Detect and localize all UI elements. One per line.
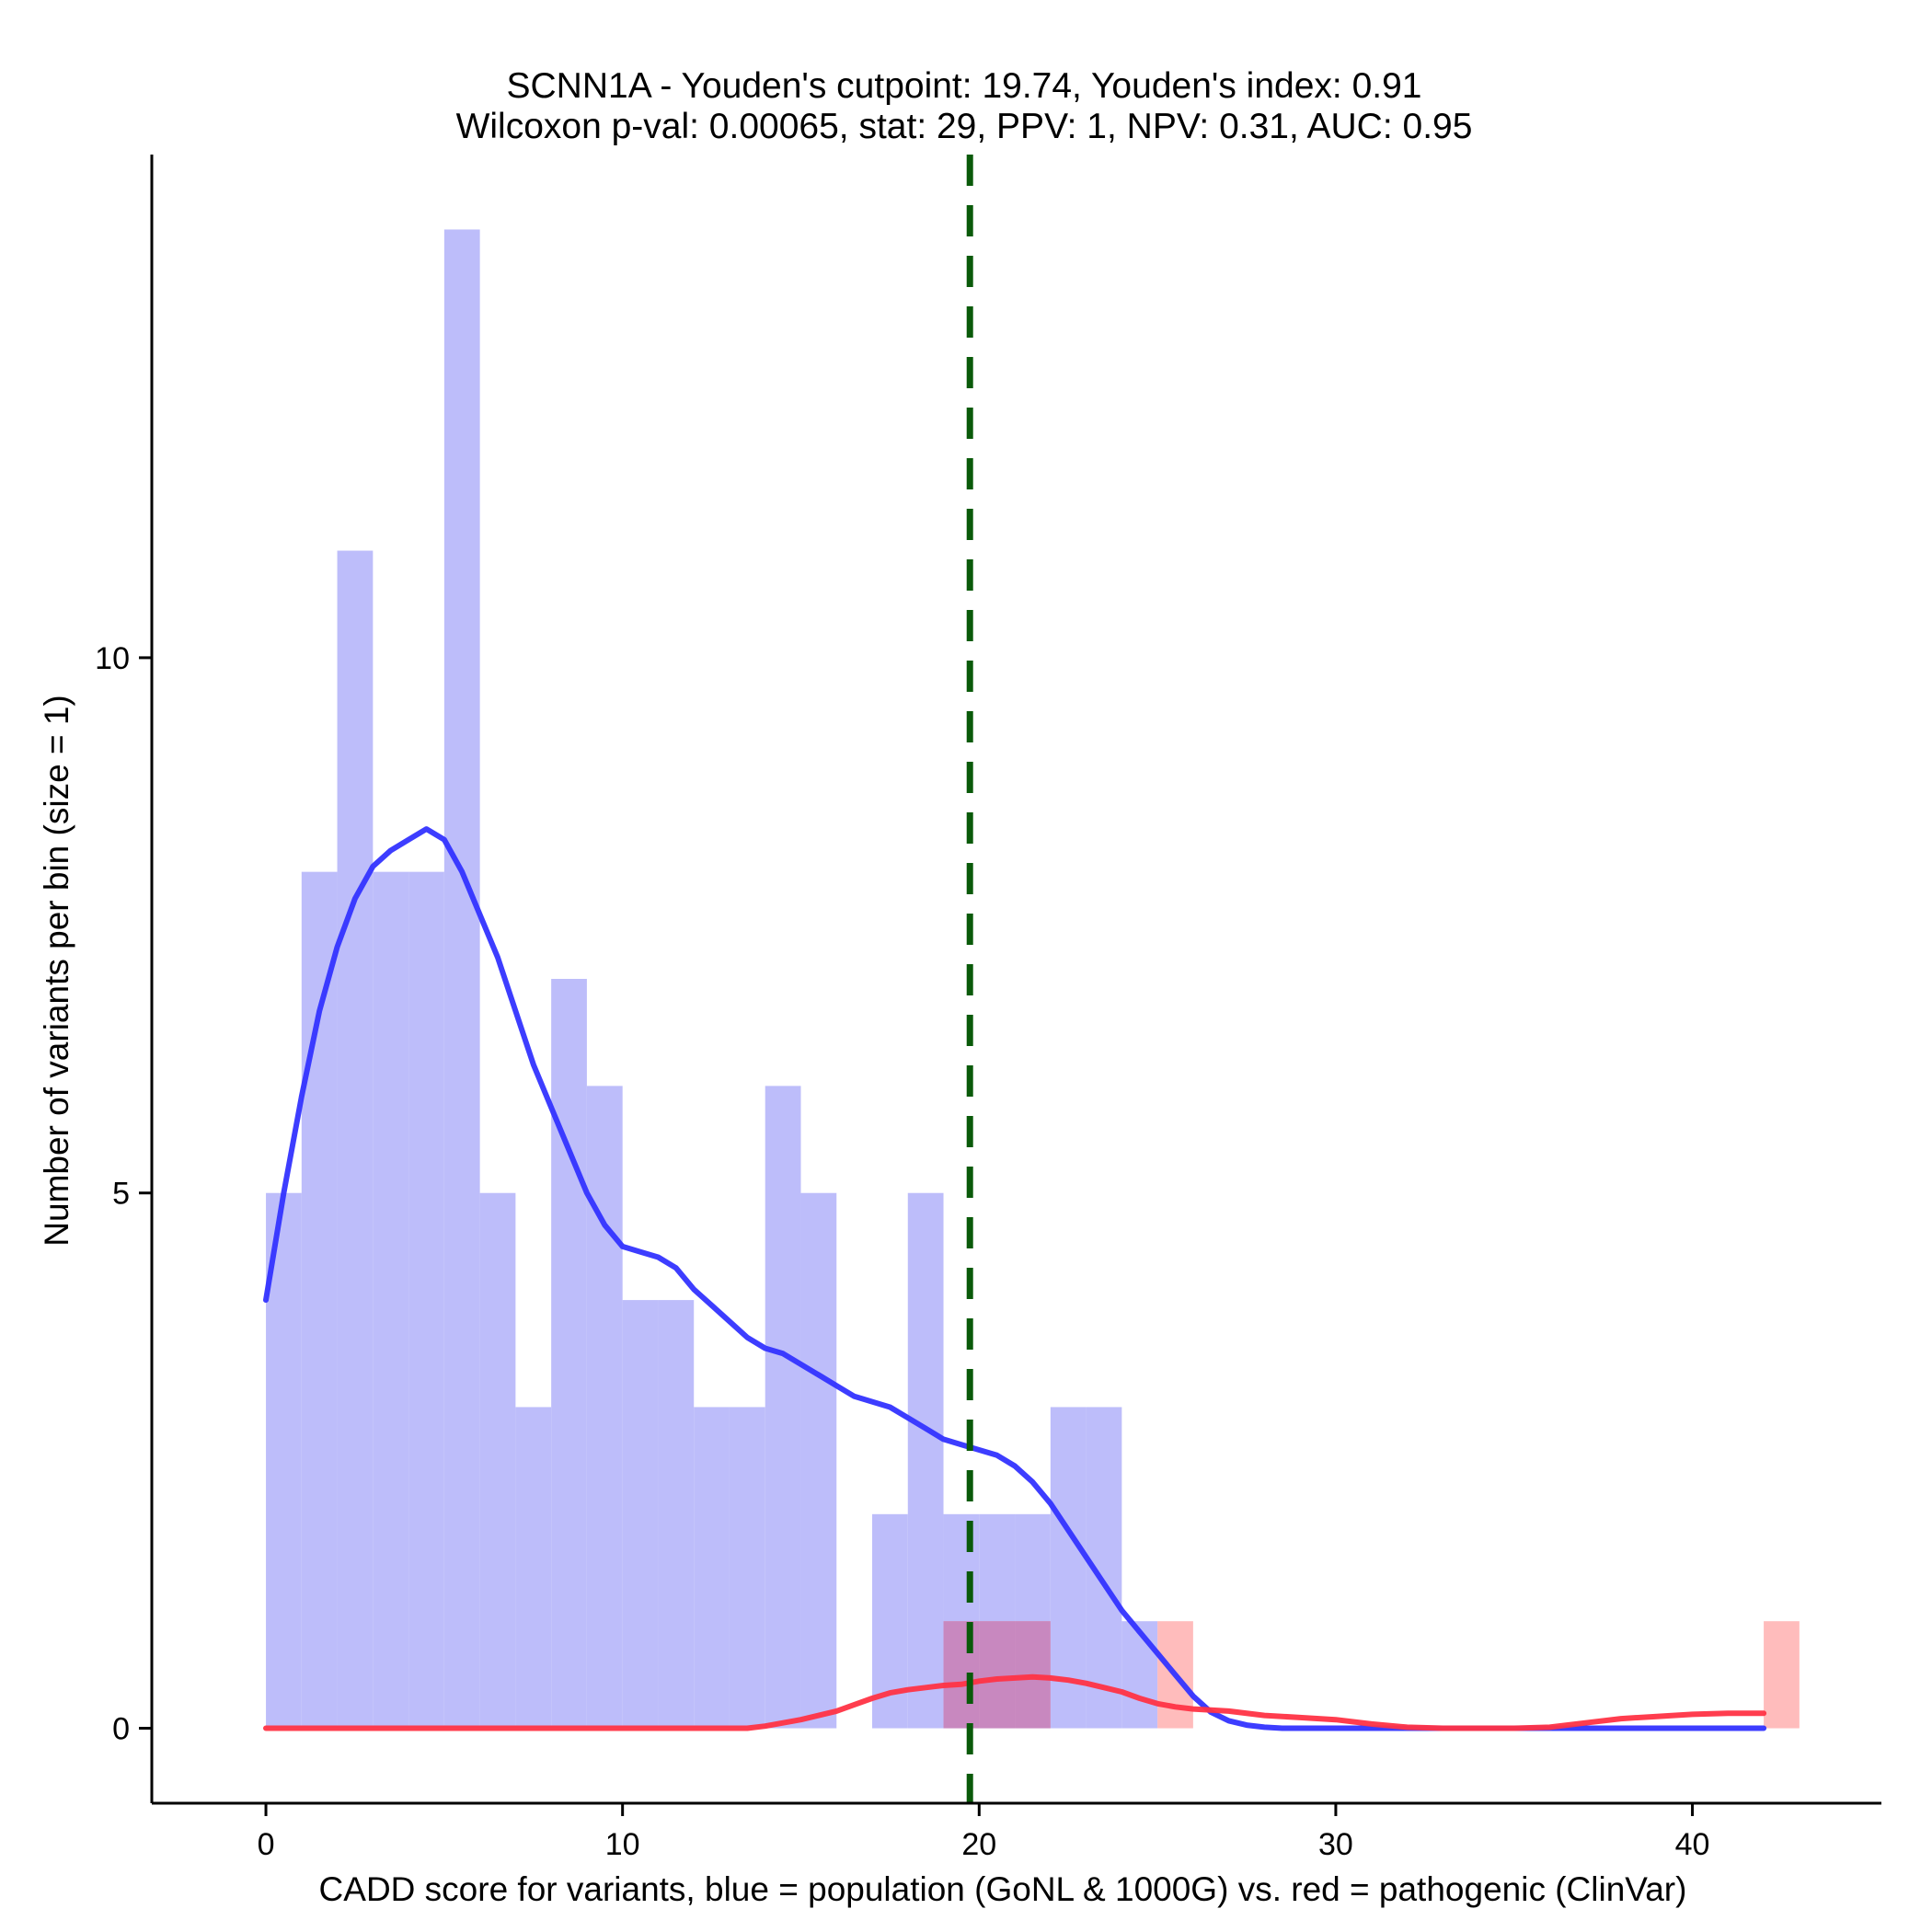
x-tick-label: 40	[1675, 1827, 1710, 1862]
y-axis-title: Number of variants per bin (size = 1)	[38, 695, 75, 1246]
pathogenic-density-line	[263, 1673, 1767, 1731]
y-tick-label: 10	[95, 641, 130, 676]
population-bar	[443, 229, 480, 1729]
population-bar	[301, 871, 338, 1729]
overlap-bar	[979, 1621, 1016, 1729]
y-tick-label: 5	[112, 1177, 130, 1212]
population-bar	[408, 871, 444, 1729]
population-bar	[907, 1192, 944, 1729]
population-bar	[622, 1300, 659, 1729]
population-bar	[373, 871, 409, 1729]
population-bar	[266, 1192, 302, 1729]
population-bar	[694, 1407, 730, 1729]
population-bar	[515, 1407, 552, 1729]
axes-layer: 0 10 20 30 40 0 5 10	[95, 155, 1881, 1862]
overlap-bar	[943, 1621, 980, 1729]
population-bar	[1050, 1407, 1087, 1729]
population-bar	[1121, 1621, 1158, 1729]
population-bar	[729, 1407, 765, 1729]
x-tick-label: 20	[961, 1827, 996, 1862]
chart-subtitle: Wilcoxon p-val: 0.00065, stat: 29, PPV: …	[456, 107, 1473, 146]
x-tick-label: 0	[258, 1827, 275, 1862]
x-tick-label: 10	[605, 1827, 640, 1862]
population-bar	[800, 1192, 837, 1729]
pathogenic-bar	[1764, 1621, 1800, 1729]
population-bar	[479, 1192, 516, 1729]
bars-layer	[266, 229, 1800, 1729]
population-bar	[765, 1086, 801, 1729]
x-tick-label: 30	[1318, 1827, 1353, 1862]
population-bar	[337, 550, 374, 1729]
population-bar	[658, 1300, 695, 1729]
x-axis-title: CADD score for variants, blue = populati…	[319, 1870, 1687, 1908]
density-curves-layer	[263, 826, 1767, 1731]
population-bar	[586, 1086, 623, 1729]
chart-title: SCNN1A - Youden's cutpoint: 19.74, Youde…	[507, 66, 1422, 106]
population-bar	[551, 979, 587, 1729]
y-tick-label: 0	[112, 1712, 130, 1747]
population-density-line	[263, 826, 1767, 1731]
